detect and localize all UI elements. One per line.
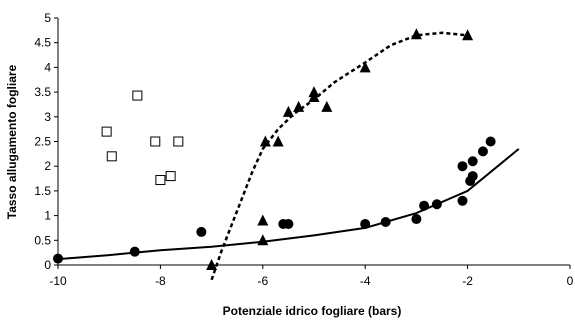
x-tick-label: 0 (567, 274, 574, 288)
x-tick-label: -10 (49, 274, 67, 288)
triangle-point (257, 214, 269, 226)
triangle-point (321, 100, 333, 112)
circle-point (196, 226, 207, 237)
circle-point (53, 253, 63, 264)
circle-point (431, 199, 442, 210)
circle-point (457, 195, 468, 206)
triangle-point (293, 100, 305, 112)
y-axis-title: Tasso allugamento fogliare (5, 64, 19, 219)
square-point (165, 171, 176, 182)
axes (54, 17, 571, 269)
circle-point (457, 161, 468, 172)
y-tick-label: 2.5 (34, 135, 51, 149)
triangle-point (272, 135, 284, 147)
y-tick-label: 3.5 (34, 85, 51, 99)
circle-point (283, 218, 294, 229)
y-tick-label: 4.5 (34, 36, 51, 50)
triangle-point (257, 234, 269, 246)
y-tick-label: 2 (44, 159, 51, 173)
circle-point (419, 200, 430, 211)
trendlines (57, 31, 520, 281)
triangle-point (308, 86, 320, 98)
square-point (101, 126, 112, 137)
circle-point (380, 217, 391, 228)
square-point (106, 151, 117, 162)
triangle-point (259, 135, 271, 147)
trendline-solid (57, 148, 520, 261)
y-tick-label: 3 (44, 110, 51, 124)
y-tick-label: 5 (44, 11, 51, 25)
x-axis-title: Potenziale idrico fogliare (bars) (223, 304, 402, 318)
circle-point (467, 171, 478, 182)
x-tick-label: -2 (462, 274, 473, 288)
circle-point (129, 246, 140, 257)
y-tick-label: 1.5 (34, 184, 51, 198)
y-tick-label: 0 (44, 258, 51, 272)
circle-point (360, 218, 371, 229)
data-points (53, 28, 496, 270)
triangle-point (282, 105, 294, 117)
x-tick-label: -4 (360, 274, 371, 288)
y-tick-label: 4 (44, 60, 51, 74)
x-tick-label: -8 (155, 274, 166, 288)
triangle-point (462, 29, 474, 41)
square-point (155, 175, 166, 186)
triangle-point (206, 259, 218, 270)
square-point (132, 90, 143, 101)
triangle-point (410, 28, 422, 40)
square-point (150, 136, 161, 147)
x-tick-label: -6 (257, 274, 268, 288)
circle-point (485, 136, 496, 147)
square-point (173, 136, 184, 147)
circle-point (411, 214, 422, 225)
y-tick-label: 0.5 (34, 233, 51, 247)
tick-labels: 0 0.5 1 1.5 2 2.5 3 3.5 4 4.5 5 -10 -8 -6 -4 -2 0 (34, 11, 573, 288)
circle-point (477, 146, 488, 157)
y-tick-label: 1 (44, 209, 51, 223)
triangle-point (359, 61, 371, 73)
circle-point (467, 156, 478, 167)
